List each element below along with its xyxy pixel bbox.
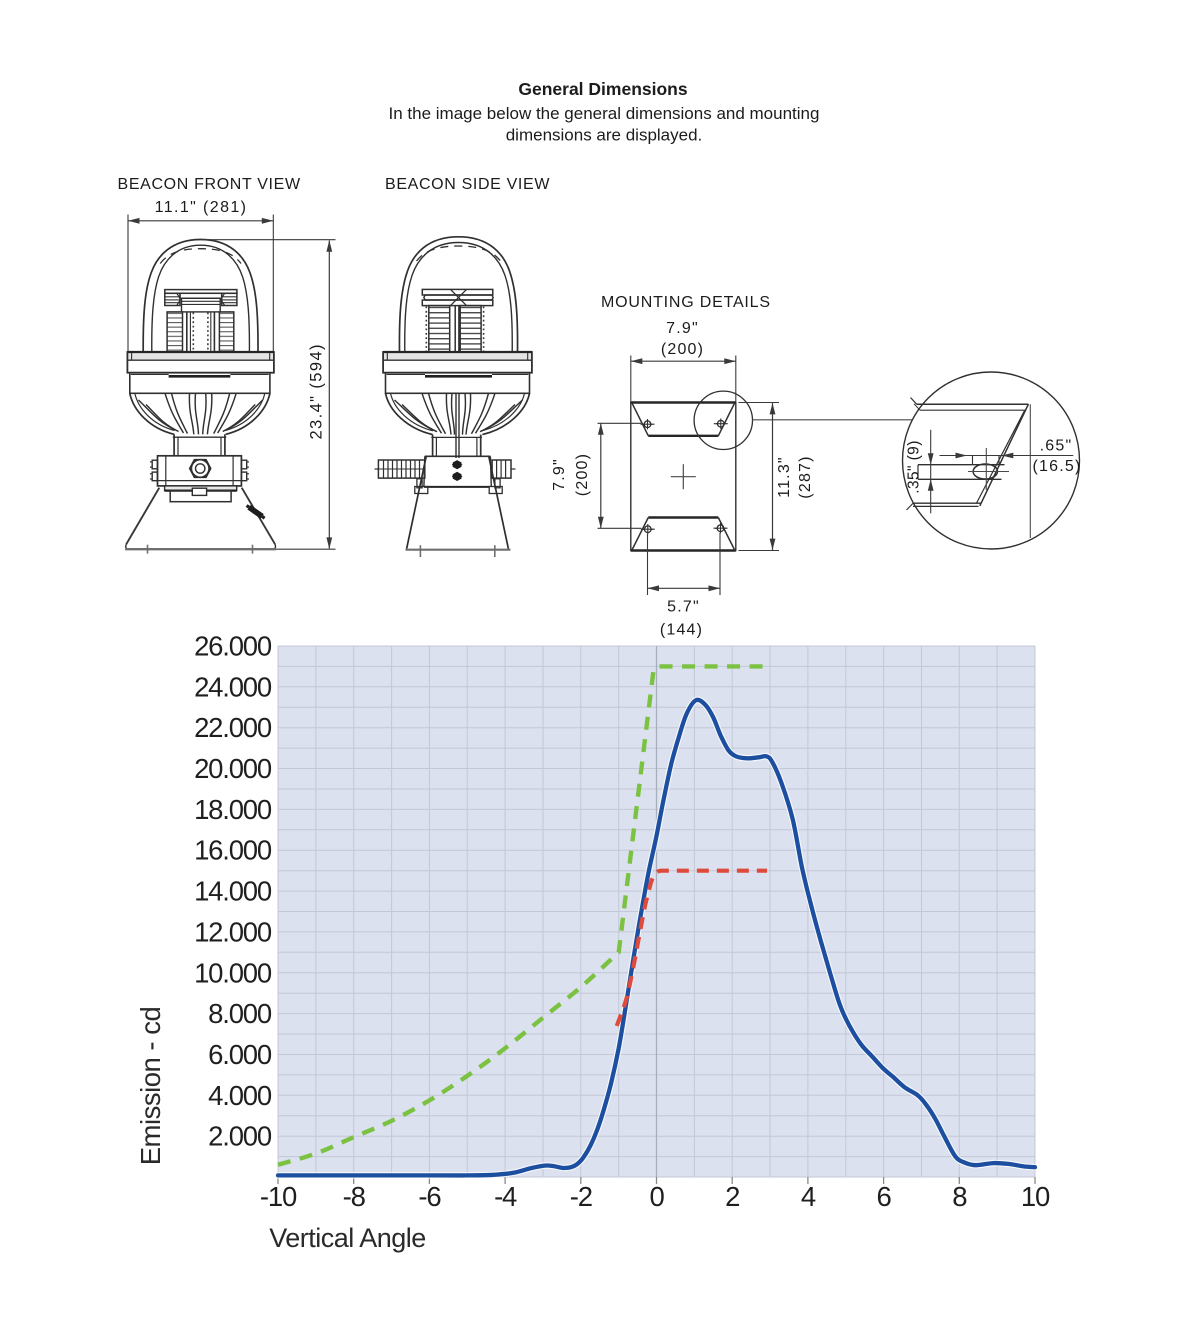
svg-text:.35" (9): .35" (9) [906, 440, 923, 494]
svg-text:23.4" (594): 23.4" (594) [308, 343, 326, 439]
svg-text:General Dimensions: General Dimensions [518, 79, 687, 99]
svg-text:(287): (287) [797, 455, 814, 498]
svg-text:2.000: 2.000 [208, 1121, 272, 1152]
svg-text:12.000: 12.000 [194, 916, 272, 947]
svg-text:-6: -6 [418, 1181, 441, 1212]
svg-text:(200): (200) [661, 341, 704, 358]
svg-text:-8: -8 [343, 1181, 366, 1212]
svg-text:MOUNTING DETAILS: MOUNTING DETAILS [601, 294, 771, 311]
svg-text:dimensions are displayed.: dimensions are displayed. [506, 126, 703, 145]
svg-text:20.000: 20.000 [194, 753, 272, 784]
svg-text:14.000: 14.000 [194, 876, 272, 907]
svg-text:BEACON SIDE VIEW: BEACON SIDE VIEW [385, 176, 550, 193]
svg-text:11.1" (281): 11.1" (281) [155, 199, 248, 216]
svg-text:BEACON FRONT VIEW: BEACON FRONT VIEW [118, 176, 301, 193]
svg-text:7.9": 7.9" [551, 458, 568, 491]
svg-text:(16.5): (16.5) [1033, 458, 1082, 475]
svg-text:22.000: 22.000 [194, 712, 272, 743]
svg-text:16.000: 16.000 [194, 835, 272, 866]
svg-text:6.000: 6.000 [208, 1039, 272, 1070]
svg-text:26.000: 26.000 [194, 631, 272, 662]
svg-text:10: 10 [1021, 1181, 1050, 1212]
svg-text:(144): (144) [660, 622, 703, 639]
svg-text:Emission - cd: Emission - cd [135, 1007, 166, 1166]
svg-text:11.3": 11.3" [776, 456, 793, 498]
svg-text:7.9": 7.9" [666, 320, 699, 337]
svg-text:6: 6 [877, 1181, 892, 1212]
svg-text:0: 0 [649, 1181, 664, 1212]
svg-text:4.000: 4.000 [208, 1080, 272, 1111]
svg-text:(200): (200) [574, 453, 591, 496]
svg-text:.65": .65" [1040, 438, 1073, 455]
svg-text:10.000: 10.000 [194, 957, 272, 988]
svg-text:8.000: 8.000 [208, 998, 272, 1029]
svg-text:Vertical Angle: Vertical Angle [269, 1223, 426, 1253]
svg-text:-10: -10 [260, 1181, 297, 1212]
svg-text:8: 8 [952, 1181, 967, 1212]
svg-text:24.000: 24.000 [194, 671, 272, 702]
svg-text:5.7": 5.7" [667, 599, 700, 616]
svg-text:In the image below the general: In the image below the general dimension… [389, 104, 820, 123]
svg-text:4: 4 [801, 1181, 816, 1212]
svg-text:-4: -4 [494, 1181, 517, 1212]
svg-text:18.000: 18.000 [194, 794, 272, 825]
svg-text:-2: -2 [570, 1181, 592, 1212]
svg-text:2: 2 [725, 1181, 739, 1212]
